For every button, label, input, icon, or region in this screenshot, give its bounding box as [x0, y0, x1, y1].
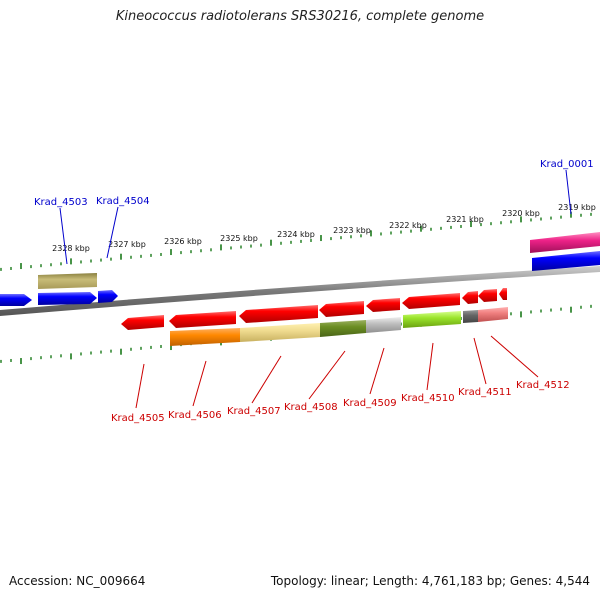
gene-label-krad-4503[interactable]: Krad_4503 [34, 197, 88, 208]
leader-line [251, 355, 282, 404]
band-gray [463, 310, 478, 323]
scale-label: 2326 kbp [164, 237, 202, 246]
scale-label: 2327 kbp [108, 240, 146, 249]
gene-krad-4511[interactable] [462, 291, 478, 304]
leader-line [135, 363, 145, 409]
band-olive [320, 320, 366, 337]
leader-line [426, 342, 434, 391]
forward-strand-genes [0, 232, 600, 306]
gene-label-krad-4510[interactable]: Krad_4510 [401, 393, 455, 404]
leader-line [565, 169, 572, 215]
gene-krad-0001-pink[interactable] [530, 232, 600, 253]
gene-label-krad-4509[interactable]: Krad_4509 [343, 398, 397, 409]
scale-label: 2320 kbp [502, 209, 540, 218]
leader-line [369, 347, 385, 395]
band-lime [403, 311, 461, 328]
gene-krad-4507[interactable] [239, 305, 318, 323]
gene-krad-4512[interactable] [478, 289, 497, 302]
gene-blue-left[interactable] [0, 294, 32, 306]
gene-label-krad-4508[interactable]: Krad_4508 [284, 402, 338, 413]
gene-label-krad-4504[interactable]: Krad_4504 [96, 196, 150, 207]
leader-line [308, 350, 346, 400]
scale-label: 2325 kbp [220, 234, 258, 243]
gene-label-krad-4506[interactable]: Krad_4506 [168, 410, 222, 421]
band-salmon [478, 307, 508, 322]
scale-label: 2324 kbp [277, 230, 315, 239]
scale-label: 2328 kbp [52, 244, 90, 253]
band-silver [366, 317, 401, 333]
gene-label-krad-4507[interactable]: Krad_4507 [227, 406, 281, 417]
scale-ticks-top [0, 211, 592, 271]
gene-krad-4510[interactable] [402, 293, 460, 309]
gene-blue-small[interactable] [98, 290, 118, 303]
gene-krad-4505[interactable] [121, 315, 164, 330]
gene-red-tiny[interactable] [499, 288, 507, 300]
scale-label: 2321 kbp [446, 215, 484, 224]
leader-line [192, 360, 207, 407]
gene-label-krad-4511[interactable]: Krad_4511 [458, 387, 512, 398]
gene-krad-4508[interactable] [319, 301, 364, 317]
gene-label-krad-4505[interactable]: Krad_4505 [111, 413, 165, 424]
gene-label-krad-0001[interactable]: Krad_0001 [540, 159, 594, 170]
accession-label: Accession: NC_009664 [9, 574, 146, 588]
gene-krad-4509[interactable] [366, 298, 400, 312]
gene-krad-4504[interactable] [38, 292, 97, 305]
scale-label: 2319 kbp [558, 203, 596, 212]
genome-backbone [0, 266, 600, 316]
leader-line [473, 337, 487, 385]
scale-label: 2322 kbp [389, 221, 427, 230]
map-title: Kineococcus radiotolerans SRS30216, comp… [115, 9, 485, 24]
topology-label: Topology: linear; Length: 4,761,183 bp; … [270, 574, 590, 588]
reverse-strand-genes [121, 288, 508, 346]
gene-krad-0001[interactable] [532, 251, 600, 271]
leader-line [59, 207, 68, 265]
scale-label: 2323 kbp [333, 226, 371, 235]
gene-krad-4506[interactable] [169, 311, 236, 328]
leader-lines [59, 169, 572, 409]
gene-krad-4503[interactable] [38, 273, 97, 289]
gene-label-krad-4512[interactable]: Krad_4512 [516, 380, 570, 391]
band-tan [240, 323, 320, 342]
leader-line [490, 335, 539, 378]
leader-line [106, 206, 119, 259]
band-orange [170, 328, 240, 346]
